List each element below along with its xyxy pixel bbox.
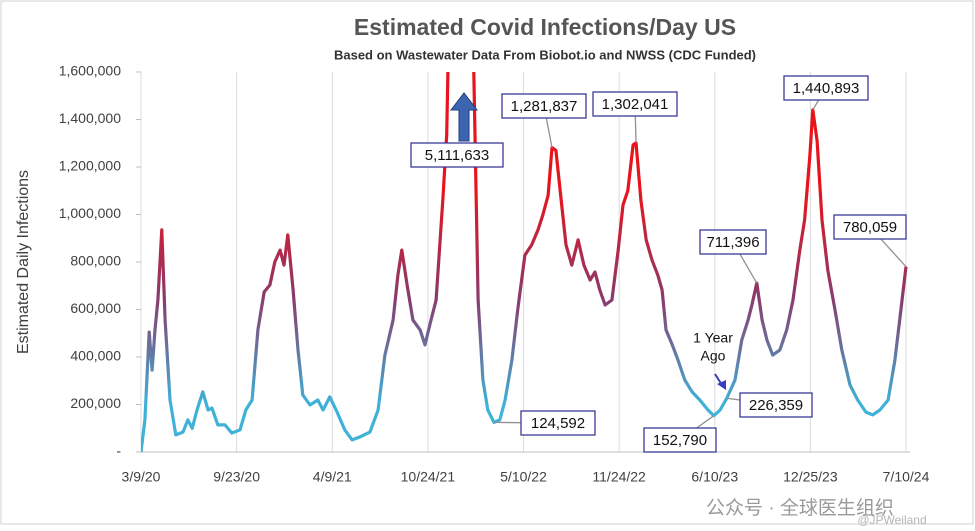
y-tick-label: 1,200,000 [59, 158, 121, 174]
x-tick-label: 7/10/24 [883, 469, 930, 485]
y-tick-label: - [116, 443, 121, 459]
annotation-label: 5,111,633 [425, 147, 490, 164]
y-tick-label: 1,400,000 [59, 110, 121, 126]
y-tick-label: 1,600,000 [59, 63, 121, 79]
x-tick-label: 4/9/21 [313, 469, 352, 485]
annotation-label: 1,302,041 [602, 96, 669, 113]
annotation-box [643, 427, 717, 453]
chart-subtitle: Based on Wastewater Data From Biobot.io … [334, 47, 756, 62]
watermark: 公众号 · 全球医生组织 [706, 497, 894, 519]
annotation-box [699, 229, 767, 255]
arrow [449, 92, 479, 142]
data-line [141, 72, 908, 453]
note-arrowhead [717, 380, 726, 390]
y-tick-label: 200,000 [70, 395, 121, 411]
x-tick-label: 3/9/20 [122, 469, 161, 485]
annotation-label: 1,281,837 [511, 98, 578, 115]
y-axis-label: Estimated Daily Infections [15, 170, 32, 354]
credit: @JPWeiland [857, 513, 926, 526]
annotation-box [520, 410, 596, 436]
annotation-box [501, 93, 587, 119]
annotation-box [410, 142, 504, 168]
annotation-box [833, 214, 907, 240]
annotation-box [592, 91, 678, 117]
annotation-box [739, 392, 813, 418]
annotation-label: 226,359 [749, 397, 803, 414]
y-tick-label: 1,000,000 [59, 205, 121, 221]
note-text: 1 Year [693, 330, 733, 346]
annotation-label: 711,396 [706, 234, 759, 251]
y-tick-label: 400,000 [70, 348, 121, 364]
note-text: Ago [701, 348, 726, 364]
x-tick-label: 9/23/20 [213, 469, 260, 485]
x-tick-label: 5/10/22 [500, 469, 547, 485]
y-tick-label: 800,000 [70, 253, 121, 269]
annotation-box [783, 75, 869, 101]
x-tick-label: 6/10/23 [691, 469, 738, 485]
chart-title: Estimated Covid Infections/Day US [354, 14, 736, 40]
y-tick-label: 600,000 [70, 300, 121, 316]
x-tick-label: 11/24/22 [592, 469, 646, 485]
x-tick-label: 10/24/21 [401, 469, 456, 485]
x-tick-label: 12/25/23 [783, 469, 838, 485]
annotation-label: 152,790 [653, 432, 707, 449]
annotation-label: 1,440,893 [793, 80, 860, 97]
annotation-label: 780,059 [843, 219, 897, 236]
annotation-label: 124,592 [531, 415, 585, 432]
